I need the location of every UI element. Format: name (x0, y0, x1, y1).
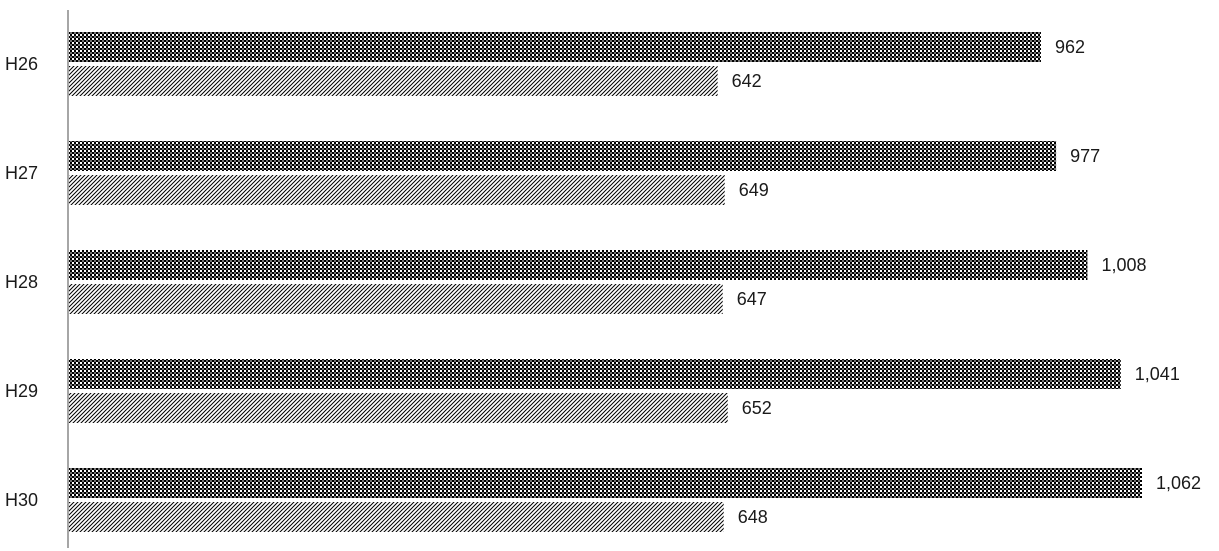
value-label-h27-series-1: 977 (1070, 146, 1100, 166)
bar-h26-series-1 (69, 32, 1041, 62)
value-label-h28-series-1: 1,008 (1101, 255, 1146, 275)
category-label-h27: H27 (5, 163, 38, 183)
bar-h29-series-2 (69, 393, 728, 423)
bars-group (69, 32, 1142, 532)
category-label-h29: H29 (5, 381, 38, 401)
value-label-h29-series-1: 1,041 (1135, 364, 1180, 384)
category-labels-group: H26 H27 H28 H29 H30 (5, 54, 38, 510)
value-label-h26-series-2: 642 (732, 71, 762, 91)
value-label-h26-series-1: 962 (1055, 37, 1085, 57)
bar-h30-series-2 (69, 502, 724, 532)
bar-h26-series-2 (69, 66, 718, 96)
bar-h28-series-1 (69, 250, 1088, 280)
bar-h27-series-1 (69, 141, 1057, 171)
bar-h28-series-2 (69, 284, 723, 314)
value-labels-group: 962 642 977 649 1,008 647 1,041 652 1,062 648 (732, 37, 1201, 527)
value-label-h28-series-2: 647 (737, 289, 767, 309)
category-label-h30: H30 (5, 490, 38, 510)
bar-h29-series-1 (69, 359, 1121, 389)
category-label-h28: H28 (5, 272, 38, 292)
value-label-h29-series-2: 652 (742, 398, 772, 418)
bar-h30-series-1 (69, 468, 1142, 498)
value-label-h30-series-1: 1,062 (1156, 473, 1201, 493)
category-label-h26: H26 (5, 54, 38, 74)
bar-h27-series-2 (69, 175, 725, 205)
value-label-h27-series-2: 649 (739, 180, 769, 200)
value-label-h30-series-2: 648 (738, 507, 768, 527)
